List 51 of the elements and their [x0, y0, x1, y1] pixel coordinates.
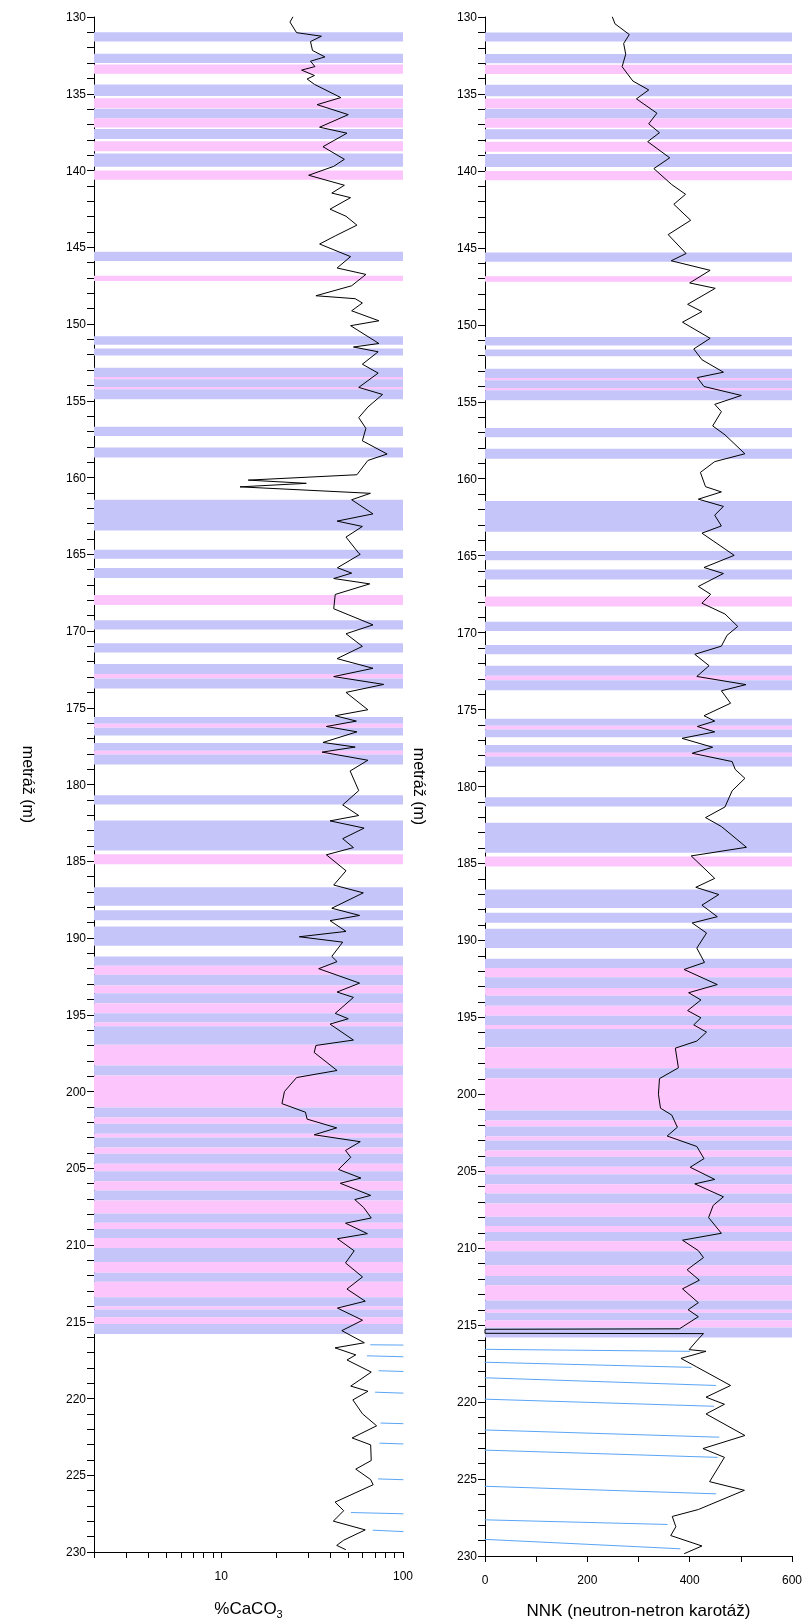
y-tick-label: 230	[456, 1549, 478, 1563]
y-tick-label: 210	[65, 1238, 87, 1252]
y-tick-label: 190	[456, 933, 478, 948]
y-tick-label: 130	[65, 10, 87, 24]
y-tick-label: 165	[65, 547, 87, 562]
x-tick-label: 400	[679, 1573, 700, 1587]
y-tick-label: 185	[456, 856, 478, 871]
y-tick-label: 135	[456, 86, 478, 101]
y-tick-label: 155	[456, 394, 478, 409]
y-tick-label: 205	[456, 1164, 478, 1179]
y-tick-label: 170	[456, 625, 478, 640]
y-tick-label: 200	[65, 1084, 87, 1099]
y-tick-label: 140	[65, 163, 87, 178]
x-tick-label: 600	[781, 1573, 803, 1587]
y-tick-label: 160	[456, 471, 478, 486]
y-tick-label: 165	[456, 548, 478, 563]
y-tick-label: 220	[65, 1391, 87, 1406]
x-tick-label: 200	[577, 1573, 598, 1587]
y-tick-label: 195	[65, 1007, 87, 1022]
y-axis-title: metráž (m)	[19, 745, 37, 824]
y-tick-label: 140	[456, 163, 478, 178]
y-tick-label: 180	[456, 779, 478, 794]
y-tick-label: 205	[65, 1161, 87, 1176]
y-tick-label: 190	[65, 931, 87, 945]
x-tick-label: 10	[214, 1569, 229, 1583]
y-tick-label: 225	[65, 1468, 87, 1483]
y-tick-label: 195	[456, 1010, 478, 1025]
y-tick-label: 150	[65, 317, 87, 331]
y-tick-label: 210	[456, 1241, 478, 1256]
y-axis-title: metráž (m)	[410, 747, 428, 826]
x-axis-title: NNK (neutron-netron karotáž)	[526, 1601, 751, 1620]
y-tick-label: 215	[456, 1318, 478, 1333]
y-tick-label: 175	[65, 700, 87, 715]
y-tick-label: 145	[65, 240, 87, 255]
x-tick-label: 100	[392, 1569, 414, 1583]
x-tick-label: 0	[481, 1573, 489, 1587]
y-tick-label: 155	[65, 393, 87, 408]
y-tick-label: 135	[65, 86, 87, 101]
y-tick-label: 230	[65, 1545, 87, 1559]
y-tick-label: 225	[456, 1472, 478, 1487]
y-tick-label: 220	[456, 1395, 478, 1410]
y-tick-label: 145	[456, 240, 478, 255]
y-tick-label: 150	[456, 317, 478, 332]
y-tick-label: 130	[456, 10, 478, 24]
y-tick-label: 215	[65, 1314, 87, 1329]
y-tick-label: 200	[456, 1087, 478, 1102]
y-tick-label: 170	[65, 624, 87, 638]
y-tick-label: 160	[65, 470, 87, 485]
y-tick-label: 175	[456, 702, 478, 717]
y-tick-label: 180	[65, 777, 87, 792]
y-tick-label: 185	[65, 854, 87, 869]
